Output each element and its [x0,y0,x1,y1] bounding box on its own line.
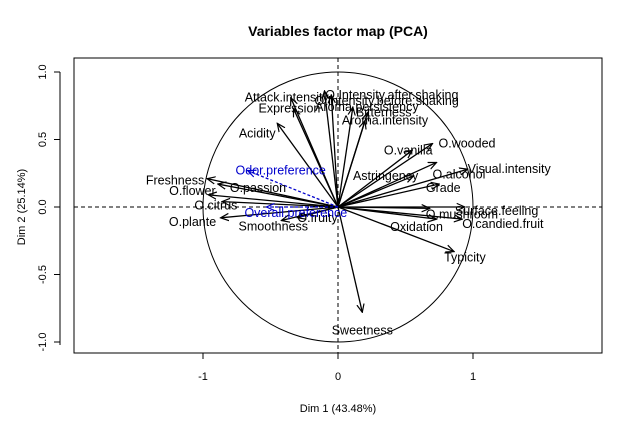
variable-label: Aroma.intensity [342,114,429,128]
variable-arrow [325,91,339,208]
x-tick-label: -1 [198,371,208,383]
variable-labels: O.Intensity.before.shakingO.Intensity.af… [146,88,552,337]
variable-arrow [337,206,454,252]
variable-arrow [298,206,339,218]
variable-label: Sweetness [332,323,393,337]
variable-label: Overall.preference [244,206,347,220]
y-tick-label: 1.0 [37,64,49,79]
variable-label: Expression [259,101,321,115]
variable-label: Astringency [353,169,419,183]
y-axis-label: Dim 2 (25.14%) [16,169,28,245]
variable-label: Acidity [239,126,277,140]
y-tick-label: 0.5 [37,132,49,147]
variable-label: Surface.feeling [455,204,538,218]
variable-label: Aroma.persistency [315,100,419,114]
variable-label: Attack.intensity [245,91,330,105]
variable-arrow [337,121,365,208]
variable-label: O.vanilla [384,143,433,157]
variable-label: O.Intensity.after.shaking [325,88,458,102]
y-tick-label: 0.0 [37,199,49,214]
variable-label: O.citrus [194,199,237,213]
variable-label: O.Intensity.before.shaking [315,94,459,108]
variable-arrow [337,150,412,208]
x-axis-label: Dim 1 (43.48%) [300,403,376,415]
variable-arrow [337,169,468,208]
x-tick-label: 0 [335,371,341,383]
variable-arrow [337,107,353,208]
variable-arrows [207,91,468,312]
variable-label: O.mushroom [426,207,498,221]
variable-arrow [221,206,339,218]
variable-label: O.candied.fruit [462,217,544,231]
y-axis-ticks: -1.0 -0.5 0.0 0.5 1.0 [37,64,60,351]
variable-arrow [337,206,362,312]
correlation-circle [202,71,474,343]
variable-label: O.plante [169,215,216,229]
variable-label: Grade [426,181,461,195]
variable-arrow [337,206,437,219]
y-tick-label: -1.0 [37,333,49,352]
variable-arrow [208,195,339,208]
chart-title: Variables factor map (PCA) [248,23,428,39]
x-tick-label: 1 [470,371,476,383]
variable-label: O.fruity [297,211,338,225]
variable-label: Visual.intensity [468,162,552,176]
variable-arrow [337,184,439,208]
variable-label: Smoothness [239,220,308,234]
variable-arrow [337,176,414,208]
variable-label: Typicity [444,251,486,265]
variable-arrow [248,171,339,208]
variable-label: Odor.preference [236,164,326,178]
variable-arrow [337,144,433,208]
x-axis-ticks: -1 0 1 [198,353,476,383]
variable-label: Freshness [146,174,204,188]
variable-arrow [331,95,339,208]
variable-arrow [222,202,339,208]
variable-arrow [277,123,339,208]
variable-arrow [293,108,339,208]
variable-label: O.flower [169,184,216,198]
variable-label: O.passion [230,181,286,195]
variable-label: Bitterness [356,106,412,120]
variable-label: O.wooded [439,137,496,151]
variable-label: Oxidation [390,220,443,234]
variable-arrow [218,184,339,208]
variable-label: O.alcohol [433,167,486,181]
y-tick-label: -0.5 [37,265,49,284]
